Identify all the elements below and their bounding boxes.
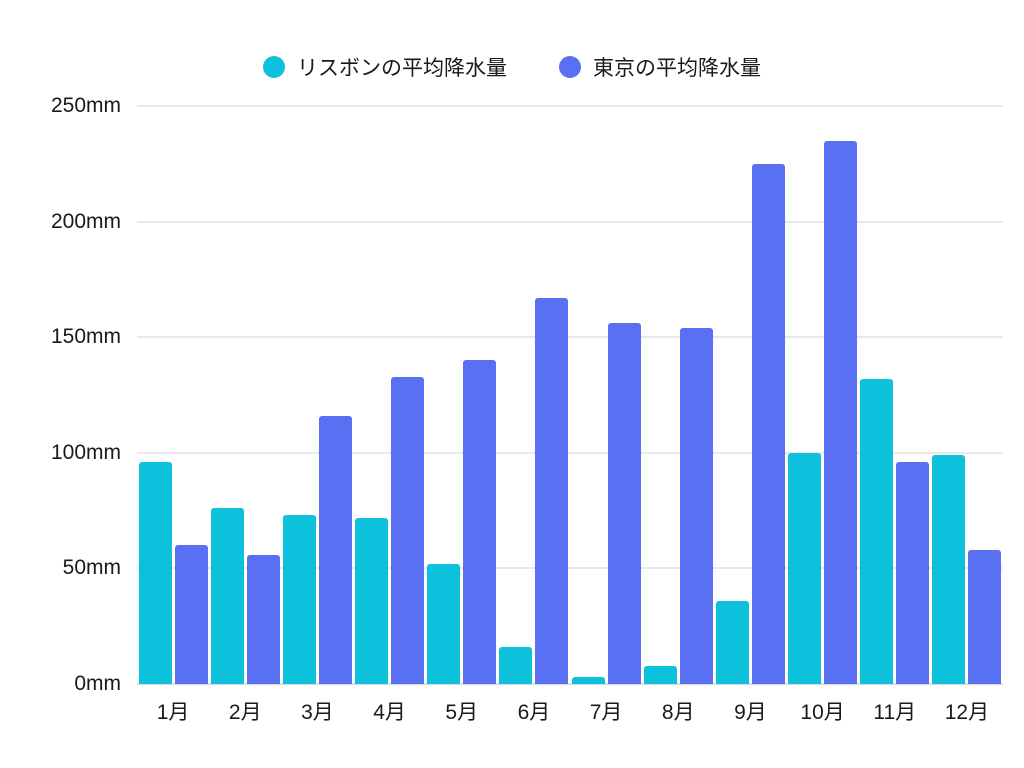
- bar-tokyo-8: [679, 327, 713, 684]
- gridline-50mm: [137, 567, 1003, 570]
- y-axis-tick-label: 250mm: [50, 94, 121, 117]
- bar-tokyo-3: [318, 415, 352, 684]
- bar-tokyo-7: [607, 323, 641, 684]
- x-axis-label: 2月: [228, 701, 262, 724]
- gridline-250mm: [137, 105, 1003, 107]
- x-axis-label: 8月: [661, 701, 695, 724]
- x-axis-label: 4月: [373, 701, 406, 724]
- x-axis-label: 6月: [517, 701, 551, 724]
- y-axis-tick-label: 150mm: [50, 325, 121, 349]
- x-axis-label: 7月: [589, 701, 623, 724]
- bar-lisbon-7: [571, 677, 605, 684]
- x-axis-label: 10月: [800, 701, 845, 724]
- bar-lisbon-12: [932, 455, 966, 684]
- bar-lisbon-6: [499, 647, 533, 684]
- bar-lisbon-2: [210, 508, 244, 684]
- bar-tokyo-4: [391, 376, 425, 684]
- y-axis-tick-label: 0mm: [74, 672, 121, 695]
- x-axis-label: 12月: [944, 701, 990, 724]
- bar-tokyo-12: [968, 549, 1002, 684]
- legend-item-tokyo[interactable]: 東京の平均降水量: [559, 52, 761, 82]
- bar-lisbon-3: [282, 515, 316, 684]
- legend-dot-lisbon-icon: [263, 56, 285, 78]
- y-axis-tick-label: 100mm: [50, 440, 121, 464]
- bar-tokyo-6: [535, 297, 569, 684]
- gridline-0mm: [137, 683, 1003, 685]
- bar-tokyo-10: [824, 140, 858, 684]
- bar-tokyo-5: [463, 360, 497, 684]
- gridline-200mm: [137, 220, 1003, 223]
- y-axis-tick-label: 200mm: [50, 209, 121, 233]
- gridline-100mm: [137, 451, 1003, 454]
- legend: リスボンの平均降水量 東京の平均降水量: [0, 52, 1024, 82]
- bar-tokyo-9: [751, 163, 785, 684]
- bar-tokyo-2: [246, 554, 280, 684]
- x-axis-label: 3月: [301, 701, 334, 724]
- bar-tokyo-11: [896, 462, 930, 684]
- x-axis-label: 5月: [445, 701, 479, 724]
- legend-item-lisbon[interactable]: リスボンの平均降水量: [263, 52, 507, 82]
- bar-lisbon-5: [427, 563, 461, 684]
- gridline-150mm: [137, 336, 1003, 339]
- bar-tokyo-1: [174, 545, 208, 684]
- y-axis-tick-label: 50mm: [62, 556, 121, 580]
- bar-lisbon-1: [138, 462, 172, 684]
- bar-lisbon-4: [355, 517, 389, 684]
- bar-lisbon-9: [715, 600, 749, 684]
- x-axis-label: 11月: [873, 701, 917, 724]
- bar-lisbon-10: [788, 452, 822, 684]
- bar-lisbon-8: [643, 665, 677, 684]
- bar-lisbon-11: [860, 378, 894, 684]
- legend-label-tokyo: 東京の平均降水量: [593, 57, 761, 80]
- x-axis-label: 9月: [734, 701, 767, 724]
- legend-label-lisbon: リスボンの平均降水量: [297, 57, 507, 80]
- legend-dot-tokyo-icon: [559, 56, 581, 78]
- x-axis-label: 1月: [156, 701, 190, 724]
